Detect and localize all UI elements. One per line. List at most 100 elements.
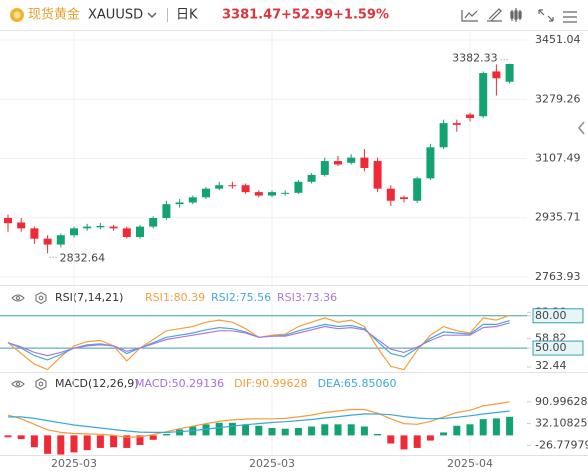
candle-body: [400, 197, 408, 200]
macd-eye-pupil: [15, 381, 21, 387]
candle-body: [307, 174, 316, 182]
y-tick-label: 50.00: [535, 341, 567, 354]
macd-settings[interactable]: [35, 377, 47, 391]
y-tick-label: 2935.71: [535, 211, 581, 224]
candle-body: [505, 63, 514, 82]
candle-body: [17, 222, 26, 229]
menu-button[interactable]: [563, 11, 577, 23]
macd-bar: [413, 435, 421, 448]
candle-body: [479, 73, 488, 117]
macd-line: [8, 410, 510, 433]
candle-body: [96, 225, 105, 228]
draw-button[interactable]: [487, 8, 502, 22]
macd-bar: [440, 432, 448, 436]
instrument-name[interactable]: 现货黄金: [28, 7, 80, 23]
macd-bar: [479, 419, 487, 436]
macd-bar: [17, 435, 25, 440]
macd-bar: [347, 424, 355, 436]
indicator-button[interactable]: [461, 10, 478, 22]
candle-body: [413, 178, 422, 201]
collapse-arrow[interactable]: [578, 121, 585, 135]
rsi-controls: [11, 291, 47, 305]
macd-bar: [70, 435, 78, 453]
macd-bar: [321, 424, 329, 436]
rsi-settings[interactable]: [35, 291, 47, 305]
last-price: 3381.47: [222, 8, 281, 23]
candle-button[interactable]: [510, 8, 522, 22]
macd-bar: [162, 433, 170, 436]
macd-bar: [83, 435, 91, 451]
candle-body: [175, 202, 184, 205]
candle-body: [334, 161, 342, 165]
rsi-line: [7, 320, 510, 361]
macd-bar: [400, 435, 408, 450]
candle-body: [43, 238, 52, 245]
x-tick-label: 2025-03: [249, 457, 295, 470]
macd-bar: [387, 435, 395, 444]
macd-eye[interactable]: [11, 380, 25, 388]
y-tick-label: 3279.26: [535, 92, 581, 105]
rsi-settings-dot: [38, 295, 44, 301]
macd-bar: [360, 426, 368, 436]
macd-bar: [96, 435, 104, 448]
candle-body: [492, 71, 501, 79]
rsi-eye[interactable]: [11, 294, 25, 302]
y-tick-label: 32.44: [535, 359, 567, 372]
y-tick-label: 2763.93: [535, 270, 581, 283]
macd-bar: [176, 429, 184, 436]
y-tick-label-box: [532, 340, 584, 356]
macd-line: [7, 401, 510, 438]
candle-body: [281, 192, 290, 194]
toolbar: [461, 8, 577, 23]
y-tick-label: 90.99628: [535, 395, 588, 408]
macd-bar: [123, 435, 131, 448]
candle-body: [215, 185, 224, 189]
candle-body: [228, 185, 237, 187]
candle-body: [202, 188, 210, 198]
y-tick-label: 3107.49: [535, 151, 581, 164]
macd-settings-dot: [38, 381, 44, 387]
candle-body: [373, 161, 382, 189]
indicator-readout: DIF:90.99628: [234, 377, 307, 390]
indicator-readout: MACD:50.29136: [135, 377, 224, 390]
candle-body: [426, 147, 435, 179]
rsi-line: [7, 322, 510, 357]
header-bar: [0, 0, 588, 30]
logo-inner: [13, 11, 21, 19]
macd-bar: [228, 422, 236, 436]
candle-body: [122, 228, 131, 237]
candle-body: [268, 192, 276, 196]
high-label: 3382.33: [452, 52, 498, 65]
symbol[interactable]: XAUUSD: [88, 8, 143, 23]
candle-body: [466, 114, 474, 118]
macd-title: MACD(12,26,9): [55, 377, 139, 390]
macd-bar: [453, 425, 461, 436]
rsi-eye-pupil: [15, 295, 21, 301]
period[interactable]: 日K: [176, 8, 198, 23]
y-tick-label: 32.10825: [535, 417, 588, 430]
macd-bar: [466, 424, 474, 436]
macd-bar: [374, 433, 382, 436]
candle-body: [452, 123, 461, 125]
macd-bar: [149, 435, 157, 440]
macd-bar: [202, 424, 210, 436]
macd-bar: [492, 418, 500, 436]
macd-bar: [242, 424, 250, 436]
candle-body: [241, 185, 250, 193]
candle-body: [254, 192, 263, 196]
fullscreen-button[interactable]: [538, 9, 554, 22]
candle-body: [162, 204, 171, 218]
macd-bar: [110, 435, 118, 448]
candle-body: [320, 161, 329, 175]
symbol-dropdown[interactable]: [147, 12, 157, 18]
price-change: +52.99: [281, 8, 333, 23]
price-change-pct: +1.59%: [333, 8, 389, 23]
indicator-readout: RSI1:80.39: [145, 291, 205, 304]
macd-bar: [57, 435, 65, 455]
indicator-readout: RSI3:73.36: [277, 291, 337, 304]
candle-body: [136, 226, 144, 237]
candle-body: [360, 157, 369, 168]
macd-bar: [44, 435, 52, 454]
